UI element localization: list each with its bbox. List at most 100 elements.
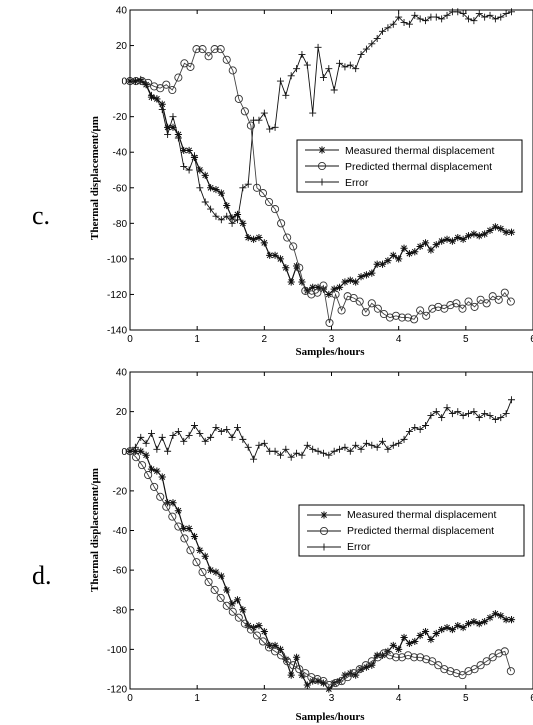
data-point-plus xyxy=(481,13,489,21)
data-point-plus xyxy=(497,414,505,422)
data-point-circle xyxy=(464,297,473,306)
y-tick-label: -140 xyxy=(107,326,127,337)
data-point-circle xyxy=(397,313,407,322)
data-point-plus xyxy=(491,15,499,23)
data-point-star xyxy=(421,239,430,247)
data-point-plus xyxy=(298,451,306,459)
data-point-circle xyxy=(494,295,503,304)
data-point-circle xyxy=(277,219,286,228)
data-point-star xyxy=(303,681,311,689)
data-point-circle xyxy=(446,301,455,310)
data-point-star xyxy=(438,237,446,245)
data-point-star xyxy=(497,225,505,233)
data-point-star xyxy=(470,618,478,626)
data-point-plus xyxy=(438,15,446,23)
series-line-plus xyxy=(130,11,512,224)
x-tick-label: 1 xyxy=(194,693,200,704)
data-point-circle xyxy=(307,673,316,682)
data-point-circle xyxy=(494,649,503,658)
data-point-plus xyxy=(223,425,231,433)
legend-marker-star xyxy=(318,146,326,154)
data-point-circle xyxy=(391,653,401,662)
data-point-star xyxy=(314,677,322,685)
data-point-plus xyxy=(164,447,172,455)
data-point-plus xyxy=(303,441,311,449)
data-point-circle xyxy=(295,263,304,272)
data-point-plus xyxy=(298,50,306,58)
data-point-star xyxy=(271,251,279,259)
data-point-circle xyxy=(283,233,292,242)
data-point-circle xyxy=(174,73,183,82)
data-point-plus xyxy=(244,443,252,451)
legend-marker-star xyxy=(320,511,328,519)
legend-label-measured: Measured thermal displacement xyxy=(345,145,494,157)
data-point-star xyxy=(153,467,161,475)
data-point-star xyxy=(421,627,430,636)
data-point-circle xyxy=(373,653,382,662)
data-point-circle xyxy=(156,84,165,93)
data-point-circle xyxy=(216,593,225,602)
data-point-circle xyxy=(355,297,364,306)
data-point-circle xyxy=(422,311,431,320)
data-point-plus xyxy=(255,116,263,124)
data-point-star xyxy=(276,645,285,653)
data-point-star xyxy=(276,255,285,263)
data-point-circle xyxy=(379,649,388,658)
data-point-plus xyxy=(416,15,424,23)
data-point-star xyxy=(330,285,338,293)
legend-marker-circle xyxy=(317,161,327,171)
data-point-plus xyxy=(379,27,387,35)
data-point-plus xyxy=(287,72,295,80)
data-point-plus xyxy=(443,404,451,412)
chart-panel-d: d. Thermal displacement/μm Samples/hours… xyxy=(32,368,533,723)
y-tick-label: 40 xyxy=(116,6,128,17)
data-point-plus xyxy=(196,184,204,192)
y-tick-label: -100 xyxy=(107,645,127,656)
x-axis-label: Samples/hours xyxy=(295,346,365,358)
data-point-star xyxy=(190,532,199,541)
data-point-circle xyxy=(476,661,485,670)
data-point-plus xyxy=(454,8,462,16)
data-point-plus xyxy=(470,408,478,416)
y-axis-label: Thermal displacement/μm xyxy=(89,116,101,240)
data-point-circle xyxy=(434,661,443,670)
data-point-plus xyxy=(169,431,177,439)
data-point-circle xyxy=(204,577,213,587)
data-point-circle xyxy=(264,643,274,652)
data-point-circle xyxy=(440,665,449,674)
data-point-circle xyxy=(325,318,334,327)
data-point-plus xyxy=(207,205,215,213)
data-point-star xyxy=(373,260,381,268)
data-point-plus xyxy=(271,447,279,455)
data-point-circle xyxy=(246,625,255,634)
data-point-plus xyxy=(389,20,397,28)
series-line-star xyxy=(130,450,512,690)
legend: Measured thermal displacement Predicted … xyxy=(296,139,523,193)
data-point-circle xyxy=(319,281,328,290)
data-point-circle xyxy=(198,45,207,54)
data-point-star xyxy=(266,251,274,259)
data-point-circle xyxy=(482,657,491,666)
data-point-plus xyxy=(400,18,408,26)
y-tick-label: -20 xyxy=(113,112,128,123)
y-tick-label: 40 xyxy=(116,368,128,379)
data-point-plus xyxy=(137,75,145,83)
data-point-star xyxy=(475,620,483,628)
data-point-circle xyxy=(192,558,201,567)
x-tick-label: 4 xyxy=(396,334,402,345)
data-point-plus xyxy=(228,433,236,441)
data-point-circle xyxy=(138,461,147,470)
data-point-star xyxy=(352,671,360,679)
data-point-star xyxy=(405,249,414,258)
data-point-star xyxy=(400,633,408,642)
data-point-star xyxy=(255,622,263,630)
data-point-plus xyxy=(384,445,392,453)
data-point-circle xyxy=(234,613,243,622)
data-point-circle xyxy=(349,669,358,678)
series-line-circle xyxy=(129,450,512,686)
data-point-circle xyxy=(289,661,298,670)
data-point-star xyxy=(287,671,295,679)
data-point-circle xyxy=(258,189,268,198)
data-point-star xyxy=(432,629,440,638)
